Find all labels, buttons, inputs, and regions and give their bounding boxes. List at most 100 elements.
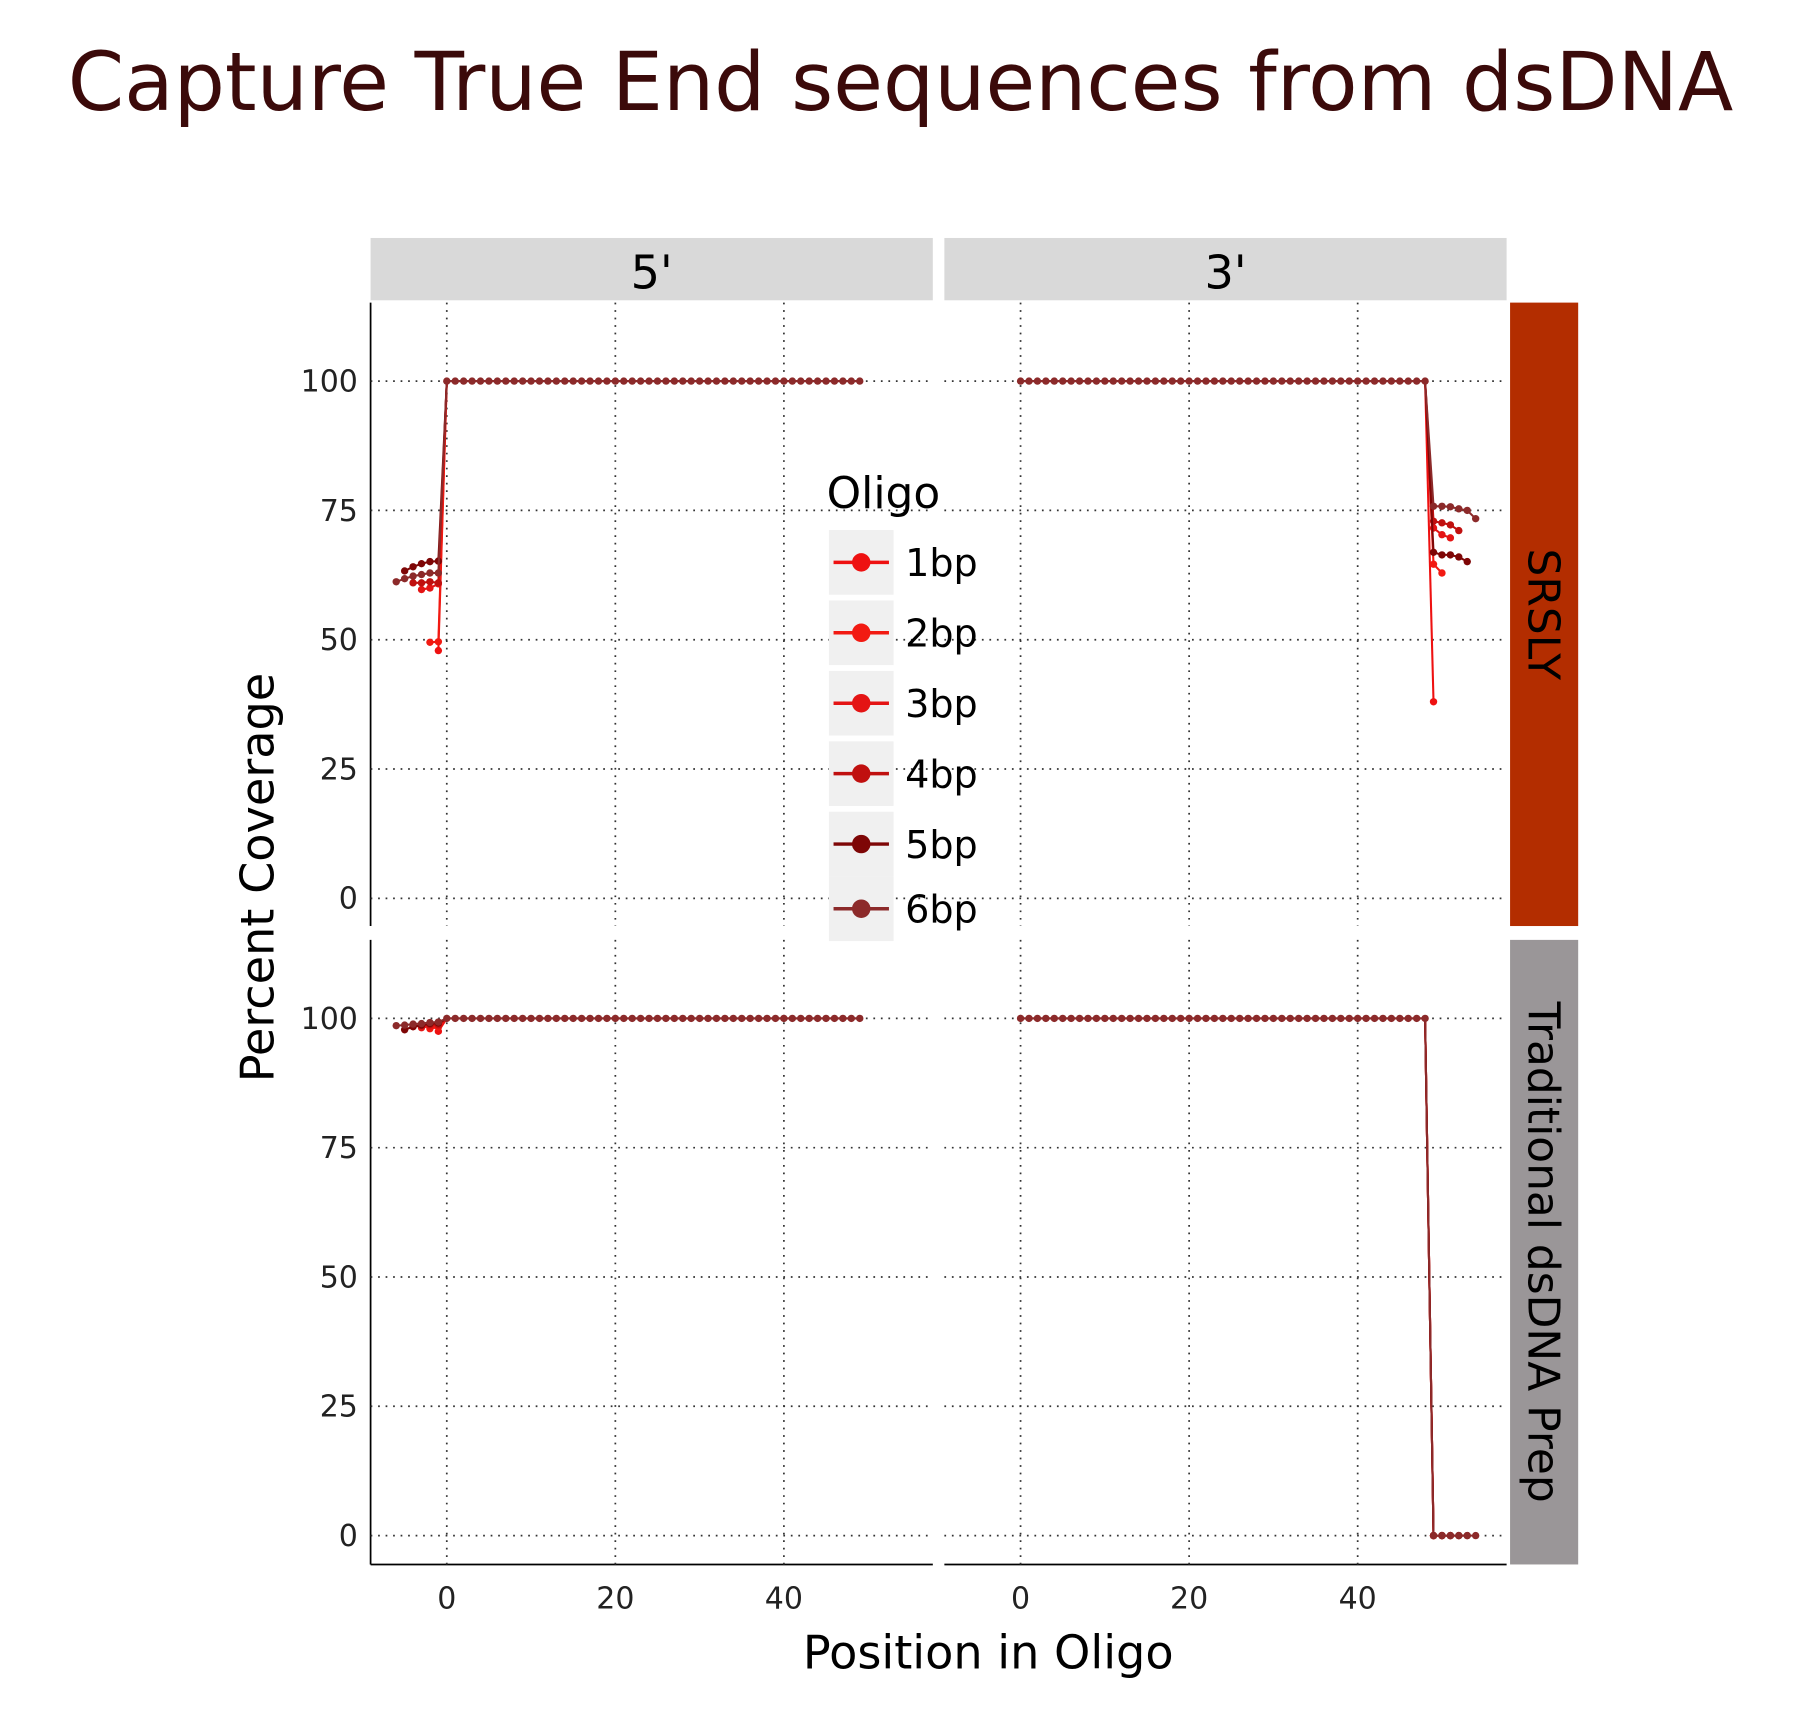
x-tick-label: 40 <box>1339 1581 1377 1616</box>
data-point-main <box>1118 1014 1126 1023</box>
x-tick-label: 0 <box>1011 1581 1030 1616</box>
data-point-main <box>679 1014 687 1023</box>
data-point-main <box>1050 1014 1058 1023</box>
data-point-main <box>1067 377 1075 385</box>
data-point-main <box>620 377 628 385</box>
data-point-6bp <box>1429 1531 1438 1540</box>
data-point-main <box>805 1014 813 1023</box>
data-point-1bp <box>434 646 443 655</box>
data-point-6bp <box>1463 506 1471 515</box>
data-point-3bp <box>1429 524 1438 532</box>
data-point-6bp <box>409 572 417 580</box>
data-point-4bp <box>426 578 434 586</box>
data-point-main <box>1075 377 1084 385</box>
data-point-main <box>1404 1014 1412 1023</box>
y-tick-label: 0 <box>339 882 358 917</box>
y-tick-label: 75 <box>320 1131 358 1166</box>
y-tick-label: 50 <box>320 1260 358 1295</box>
panel <box>370 939 933 1565</box>
data-point-main <box>830 1014 839 1023</box>
x-tick-label: 40 <box>765 1581 803 1616</box>
data-point-main <box>1235 377 1244 385</box>
data-point-3bp <box>426 584 434 592</box>
data-point-main <box>653 1014 662 1023</box>
data-point-main <box>1151 1014 1160 1023</box>
data-point-main <box>695 377 704 385</box>
data-point-main <box>754 377 763 385</box>
data-point-6bp <box>1438 502 1446 510</box>
data-point-main <box>1025 377 1033 385</box>
data-point-main <box>611 1014 620 1023</box>
data-point-6bp <box>434 569 443 577</box>
data-point-main <box>1311 377 1320 385</box>
legend-label: 4bp <box>905 752 978 796</box>
legend-label: 5bp <box>905 823 978 867</box>
y-tick-label: 50 <box>320 623 358 658</box>
x-tick-label: 0 <box>437 1581 456 1616</box>
series-line-6bp <box>395 381 448 583</box>
data-point-main <box>1421 1014 1429 1023</box>
data-point-main <box>797 377 805 385</box>
data-point-4bp <box>1446 521 1455 529</box>
data-point-4bp <box>409 579 417 587</box>
data-point-6bp <box>1463 1531 1471 1540</box>
data-point-main <box>552 377 561 385</box>
data-point-main <box>1101 1014 1109 1023</box>
data-point-main <box>771 1014 780 1023</box>
data-point-main <box>687 377 695 385</box>
data-point-main <box>502 1014 510 1023</box>
data-point-5bp <box>400 567 409 575</box>
data-point-main <box>468 1014 476 1023</box>
facet-label-row: Traditional dsDNA Prep <box>1518 1001 1569 1503</box>
data-point-3bp <box>1438 531 1446 539</box>
data-point-6bp <box>426 1018 434 1027</box>
data-point-2bp <box>1438 569 1446 577</box>
data-point-6bp <box>1455 1531 1463 1540</box>
y-tick-label: 100 <box>301 1002 358 1037</box>
data-point-main <box>1286 377 1294 385</box>
legend: Oligo 1bp 2bp 3bp 4bp 5bp 6bp <box>827 468 978 942</box>
data-point-main <box>1311 1014 1320 1023</box>
data-point-main <box>1185 1014 1193 1023</box>
data-point-6bp <box>417 1019 426 1028</box>
data-point-main <box>822 377 830 385</box>
data-point-main <box>1337 1014 1345 1023</box>
data-point-main <box>729 1014 738 1023</box>
legend-title: Oligo <box>827 468 941 519</box>
data-point-main <box>1320 1014 1328 1023</box>
legend-key-point <box>852 553 871 572</box>
data-point-main <box>1353 377 1362 385</box>
data-point-main <box>594 377 603 385</box>
series-line-6bp <box>1424 381 1477 520</box>
data-point-main <box>1126 377 1134 385</box>
data-point-main <box>797 1014 805 1023</box>
data-point-main <box>813 1014 822 1023</box>
data-point-main <box>830 377 839 385</box>
data-point-5bp <box>1429 548 1438 557</box>
data-point-main <box>847 377 856 385</box>
data-point-main <box>628 377 636 385</box>
data-point-2bp <box>1429 560 1438 568</box>
data-point-main <box>1294 1014 1303 1023</box>
data-point-main <box>1412 1014 1421 1023</box>
data-point-main <box>662 1014 670 1023</box>
data-point-6bp <box>434 1018 443 1026</box>
data-point-main <box>746 1014 754 1023</box>
data-point-main <box>1033 1014 1042 1023</box>
data-point-main <box>1303 377 1311 385</box>
data-point-main <box>1362 377 1370 385</box>
data-point-main <box>1379 1014 1387 1023</box>
data-point-main <box>544 1014 552 1023</box>
legend-label: 6bp <box>905 888 978 932</box>
data-point-main <box>1219 377 1227 385</box>
data-point-main <box>1042 377 1050 385</box>
data-point-main <box>586 377 594 385</box>
y-axis-label: Percent Coverage <box>231 673 285 1082</box>
data-point-main <box>552 1014 561 1023</box>
data-point-main <box>1219 1014 1227 1023</box>
data-point-main <box>502 377 510 385</box>
series-line-1bp <box>1424 381 1435 702</box>
facet-strip-col <box>944 237 1507 301</box>
data-point-5bp <box>1463 557 1471 566</box>
